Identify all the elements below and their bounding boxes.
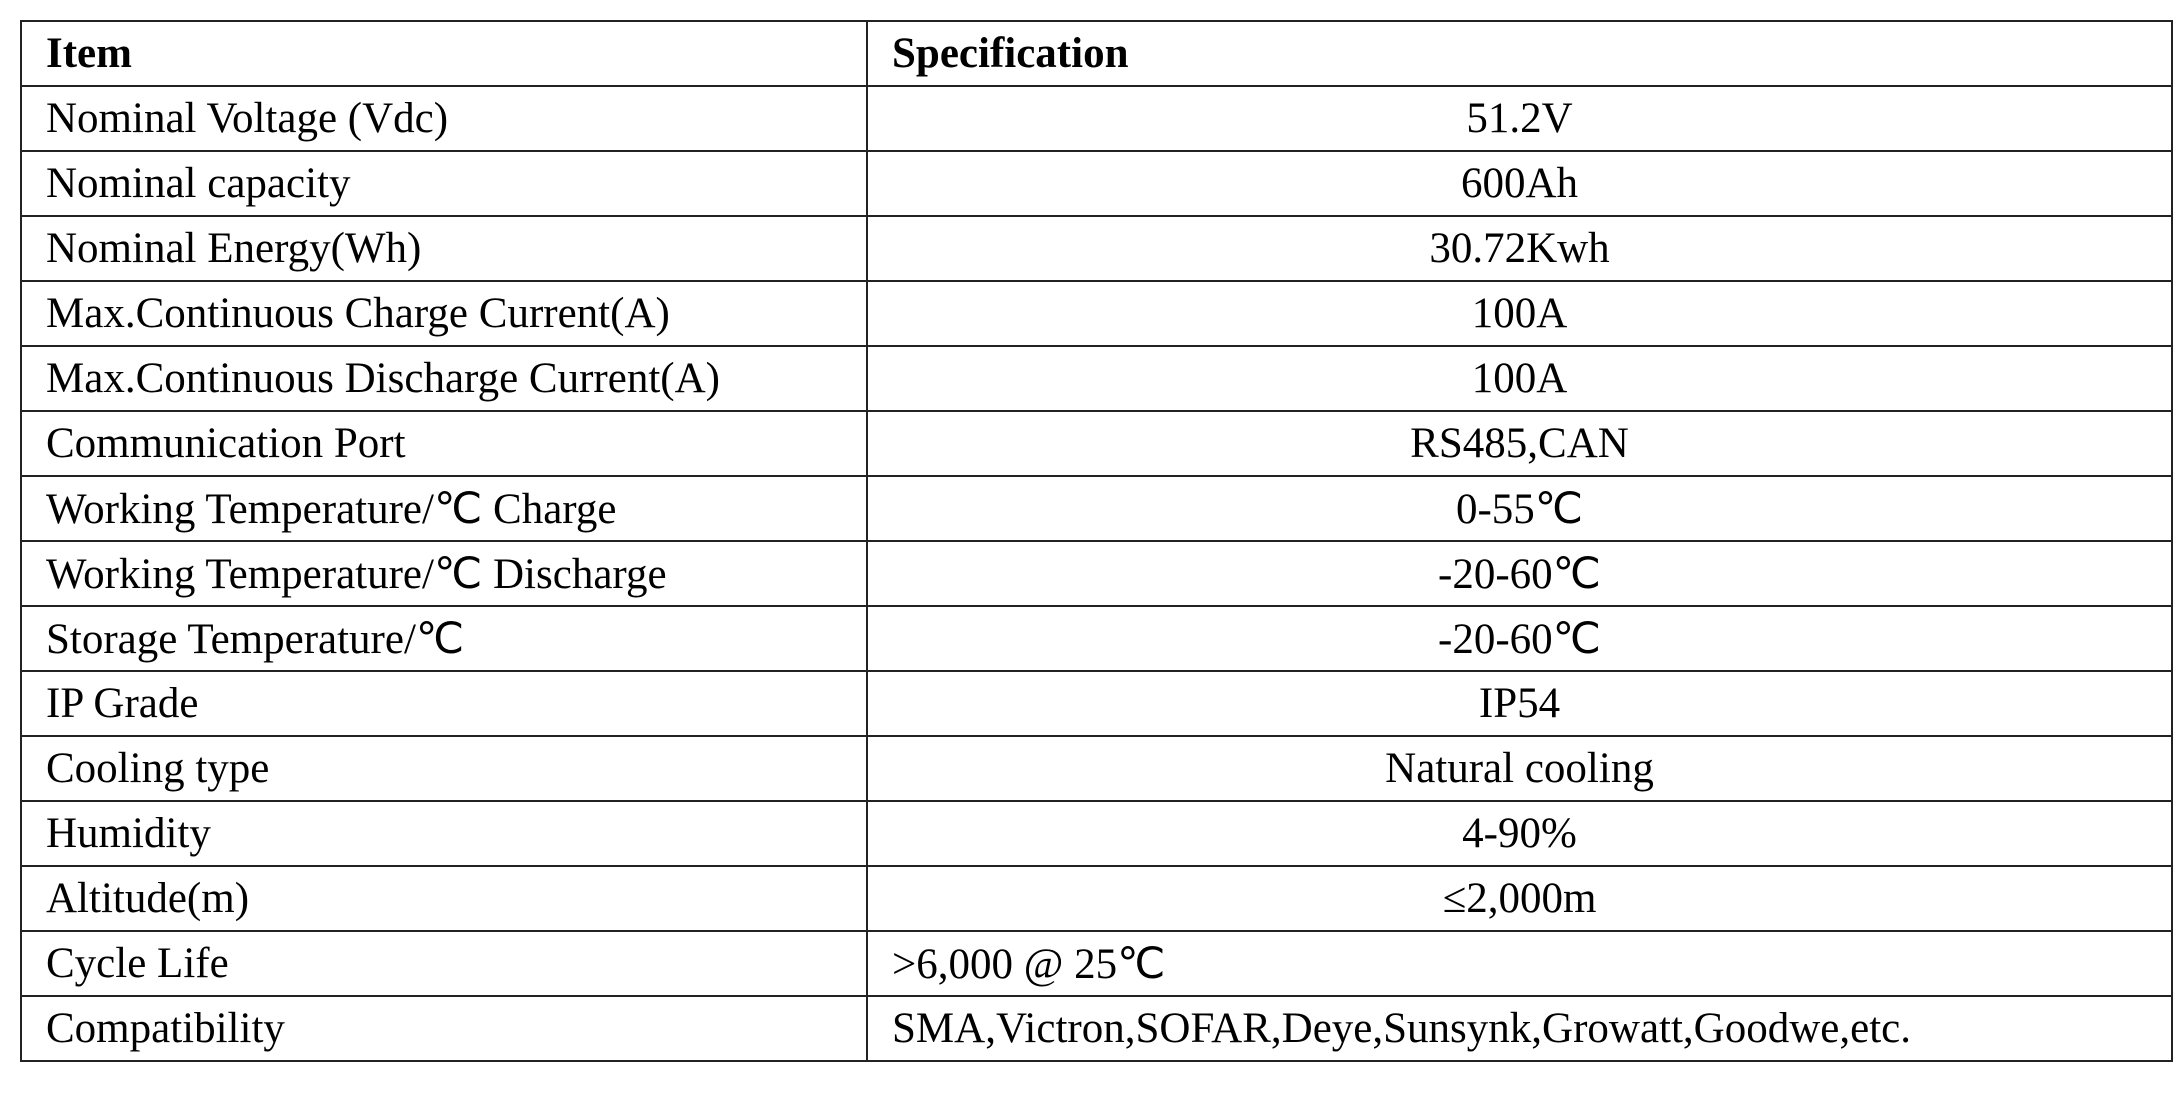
spec-cell: 4-90% [866,800,2173,867]
spec-table: Item Specification Nominal Voltage (Vdc)… [20,20,2173,1062]
spec-cell: ≤2,000m [866,865,2173,932]
spec-cell: -20-60℃ [866,605,2173,672]
item-cell: Nominal Voltage (Vdc) [20,85,868,152]
table-row: IP Grade IP54 [20,670,2173,737]
spec-cell: 100A [866,345,2173,412]
table-row: Altitude(m) ≤2,000m [20,865,2173,932]
table-row: Nominal Energy(Wh) 30.72Kwh [20,215,2173,282]
item-cell: Max.Continuous Discharge Current(A) [20,345,868,412]
spec-cell: Natural cooling [866,735,2173,802]
spec-cell: 51.2V [866,85,2173,152]
item-cell: Humidity [20,800,868,867]
item-cell: Cooling type [20,735,868,802]
item-cell: Altitude(m) [20,865,868,932]
spec-cell: IP54 [866,670,2173,737]
spec-cell: -20-60℃ [866,540,2173,607]
item-cell: Nominal Energy(Wh) [20,215,868,282]
table-row: Nominal Voltage (Vdc) 51.2V [20,85,2173,152]
table-row: Max.Continuous Discharge Current(A) 100A [20,345,2173,412]
table-row: Storage Temperature/℃ -20-60℃ [20,605,2173,672]
spec-cell: >6,000 @ 25℃ [866,930,2173,997]
table-row: Compatibility SMA,Victron,SOFAR,Deye,Suns… [20,995,2173,1062]
item-cell: Working Temperature/℃ Discharge [20,540,868,607]
table-row: Max.Continuous Charge Current(A) 100A [20,280,2173,347]
table-row: Cycle Life >6,000 @ 25℃ [20,930,2173,997]
table-row: Working Temperature/℃ Charge 0-55℃ [20,475,2173,542]
spec-cell: 0-55℃ [866,475,2173,542]
table-row: Communication Port RS485,CAN [20,410,2173,477]
spec-cell: RS485,CAN [866,410,2173,477]
spec-cell: SMA,Victron,SOFAR,Deye,Sunsynk,Growatt,G… [866,995,2173,1062]
item-cell: Storage Temperature/℃ [20,605,868,672]
item-cell: Max.Continuous Charge Current(A) [20,280,868,347]
header-row: Item Specification [20,20,2173,87]
spec-cell: 30.72Kwh [866,215,2173,282]
header-cell: Specification [866,20,2173,87]
spec-cell: 600Ah [866,150,2173,217]
table-row: Cooling type Natural cooling [20,735,2173,802]
spec-cell: 100A [866,280,2173,347]
item-cell: Cycle Life [20,930,868,997]
item-cell: Nominal capacity [20,150,868,217]
item-cell: Communication Port [20,410,868,477]
item-cell: IP Grade [20,670,868,737]
item-cell: Compatibility [20,995,868,1062]
item-cell: Working Temperature/℃ Charge [20,475,868,542]
table-body: Nominal Voltage (Vdc) 51.2V Nominal capaci… [20,85,2173,1062]
header-cell: Item [20,20,868,87]
table-row: Working Temperature/℃ Discharge -20-60℃ [20,540,2173,607]
table-row: Nominal capacity 600Ah [20,150,2173,217]
table-row: Humidity 4-90% [20,800,2173,867]
